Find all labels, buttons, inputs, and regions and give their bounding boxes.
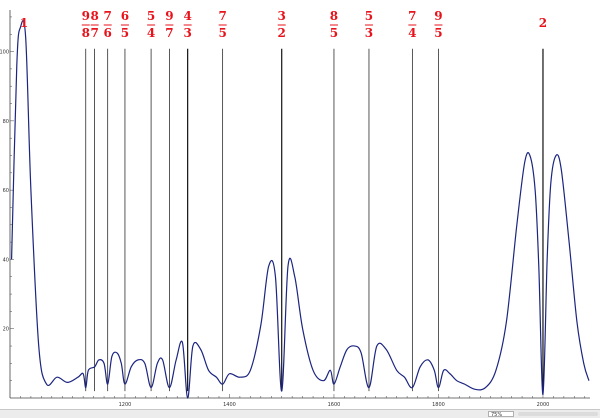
zoom-value: 75% [491,412,503,418]
curve-layer [10,20,590,399]
ratio-numerator: 8 [330,9,338,23]
ratio-denominator: 3 [183,26,191,40]
y-tick-label: 40 [3,257,9,263]
ratio-denominator: 4 [147,26,155,40]
ratio-denominator: 5 [434,26,442,40]
ratio-numerator: 7 [218,9,226,23]
x-tick-label: 1800 [432,402,445,408]
ratio-numerator: 6 [121,9,129,23]
x-tick-label: 1600 [328,402,341,408]
ratio-denominator: 5 [330,26,338,40]
ratio-denominator: 4 [408,26,416,40]
ratio-denominator: 8 [82,26,90,40]
ratio-denominator: 6 [104,26,112,40]
series-line [10,20,590,399]
ratio-denominator: 5 [218,26,226,40]
horizontal-scrollbar[interactable] [518,412,598,416]
ratio-numerator: 9 [165,9,173,23]
ratio-denominator: 2 [278,26,286,40]
x-tick-label: 2000 [537,402,550,408]
ratio-denominator: 3 [365,26,373,40]
x-tick-label: 1400 [223,402,236,408]
ratio-denominator: 7 [90,26,98,40]
ratio-numerator: 5 [147,9,155,23]
chart-frame: 1200 1400 1600 1800 2000 20 40 60 80 100 [0,10,590,408]
ratio-numerator: 5 [365,9,373,23]
ratio-numerator: 9 [434,9,442,23]
x-tick-label: 1200 [119,402,132,408]
ratio-numerator: 9 [82,9,90,23]
ratio-numerator: 7 [408,9,416,23]
ratio-numerator: 8 [90,9,98,23]
ratio-label: 2 [539,16,547,30]
ratio-numerator: 3 [278,9,286,23]
ratio-denominator: 7 [165,26,173,40]
ratio-label: 1 [20,16,28,30]
zoom-select[interactable]: 75% [488,411,514,418]
y-tick-label: 20 [3,327,9,333]
ratio-lines [85,48,544,392]
y-tick-label: 60 [3,188,9,194]
ratio-numerator: 7 [104,9,112,23]
ratio-numerator: 4 [183,9,191,23]
ratio-denominator: 5 [121,26,129,40]
y-tick-label: 80 [3,119,9,125]
y-tick-label: 100 [0,50,9,56]
